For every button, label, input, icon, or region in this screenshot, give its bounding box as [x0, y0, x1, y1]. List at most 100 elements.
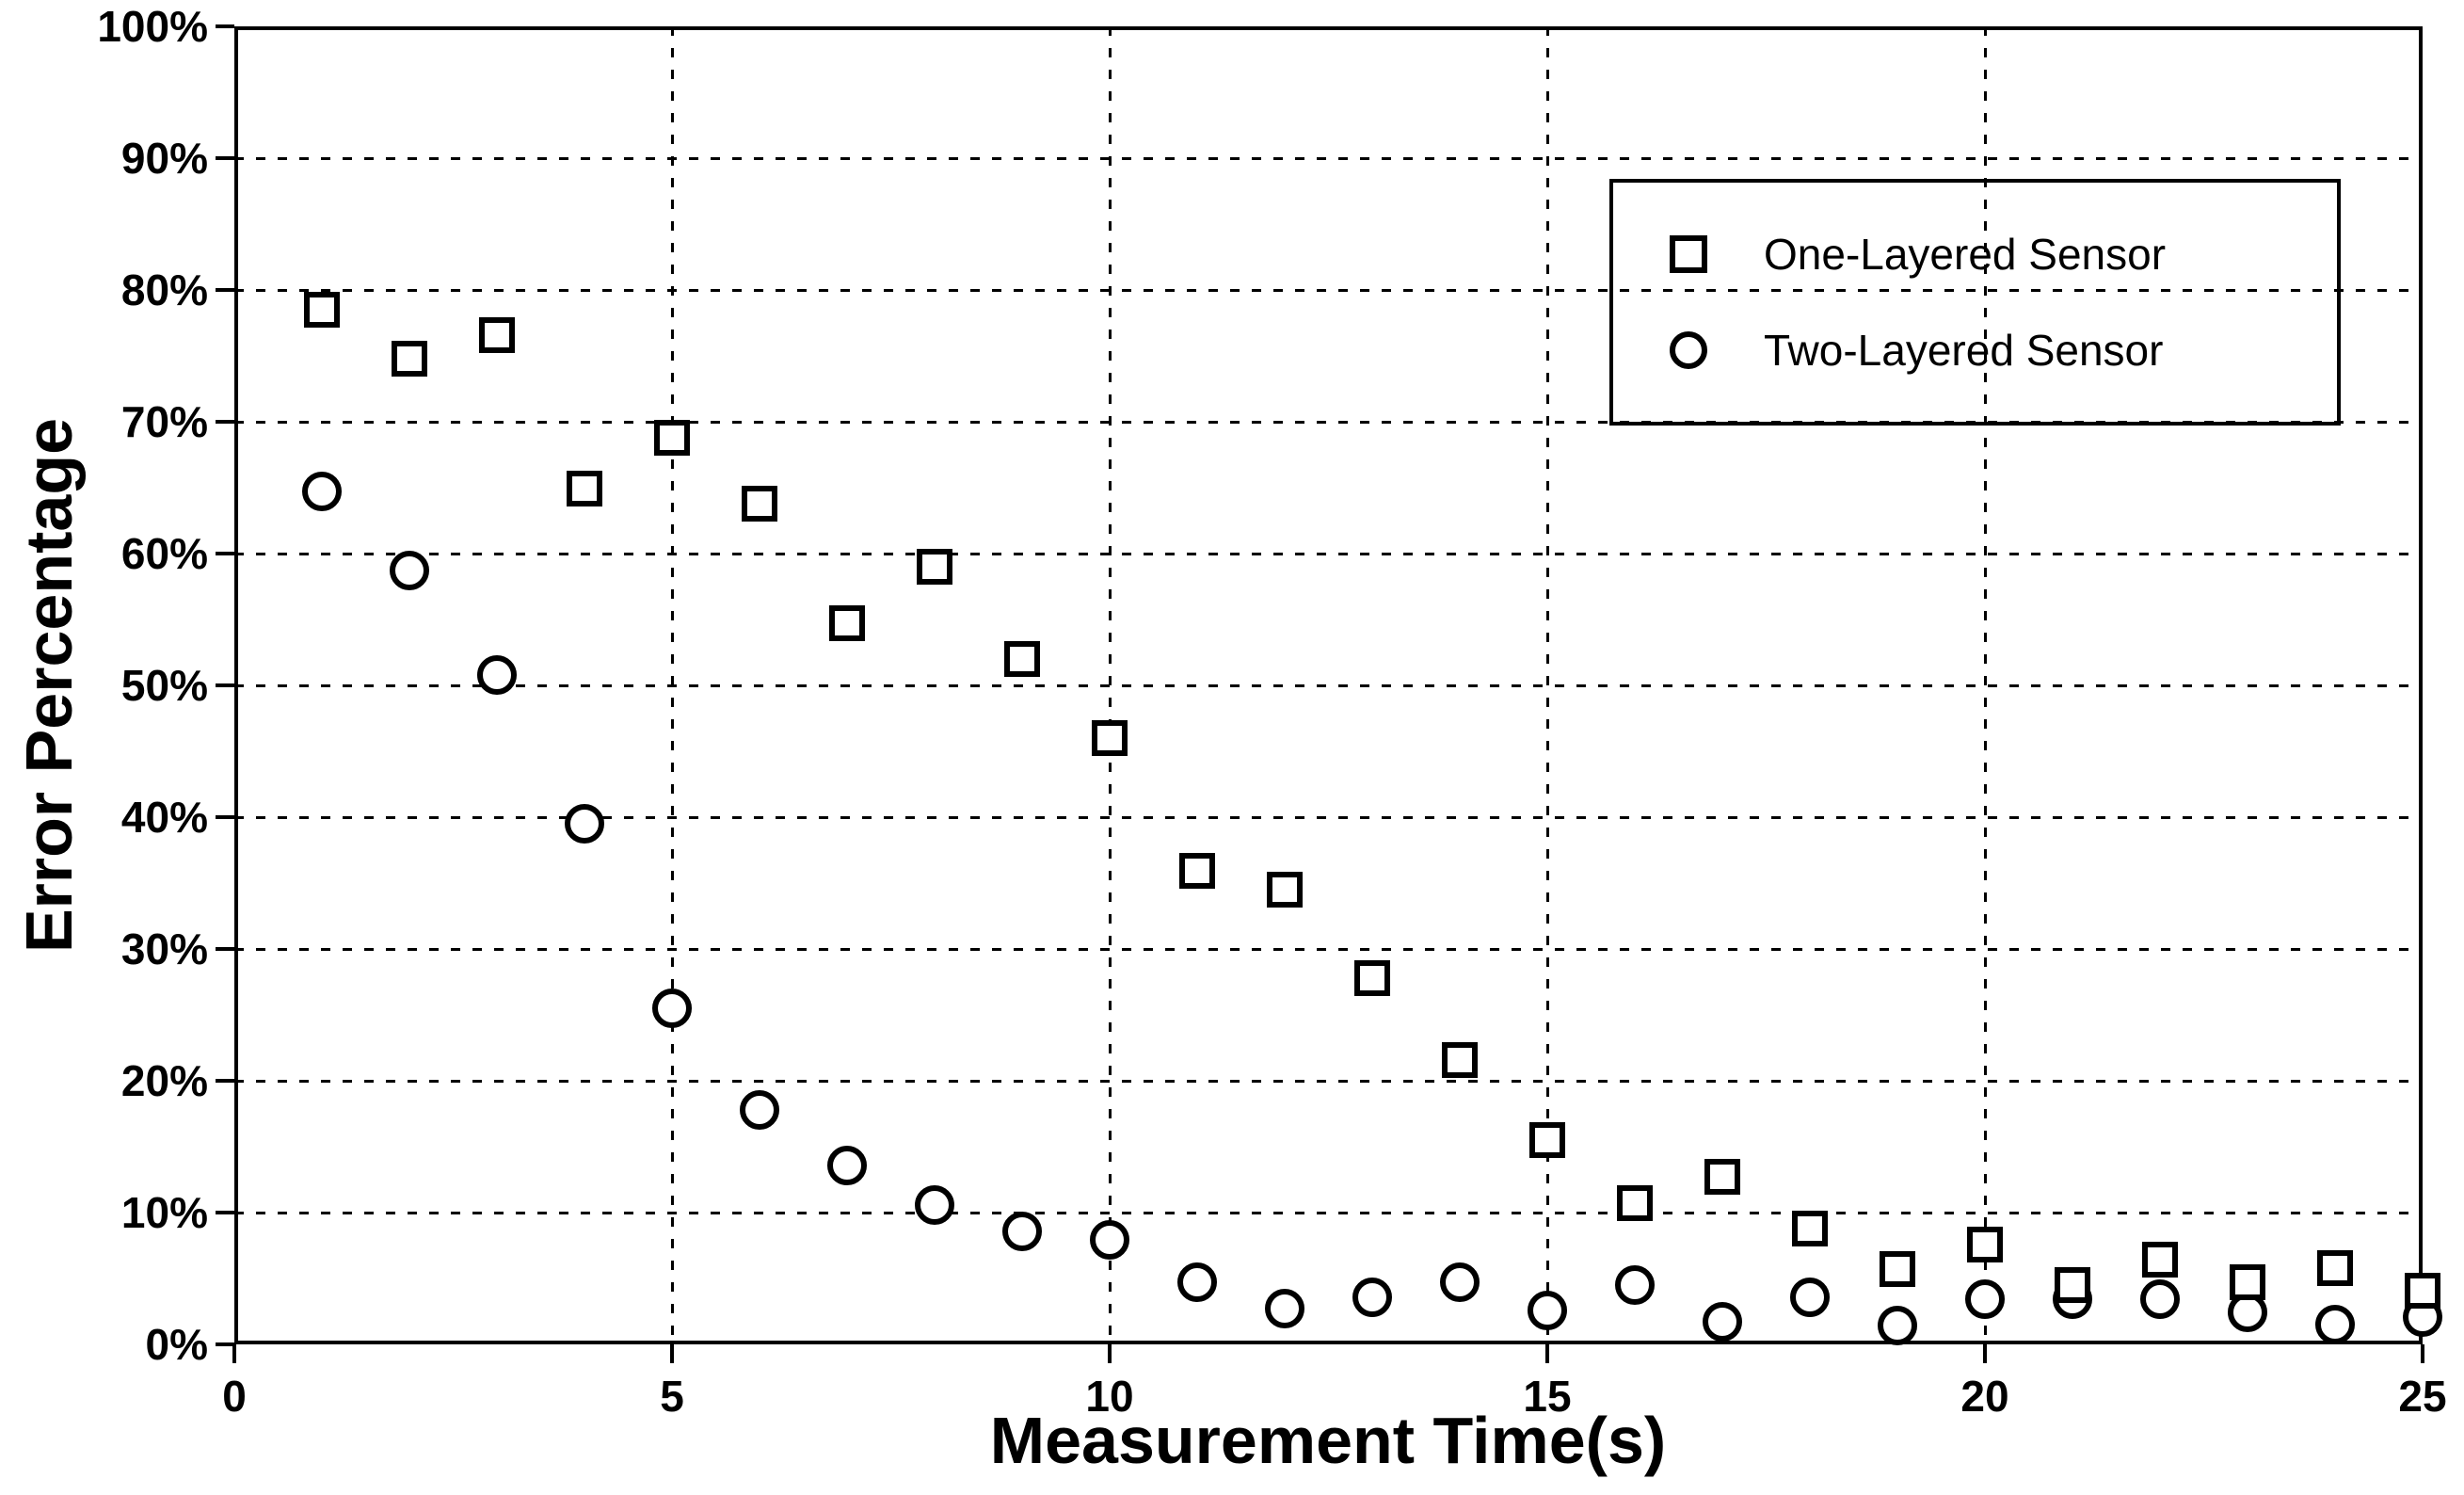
- data-point-two-layered-sensor-x5: [652, 989, 692, 1028]
- y-axis-label: Error Percentage: [12, 417, 86, 954]
- y-tick-label-40: 40%: [120, 793, 208, 842]
- x-tick-label-5: 5: [660, 1372, 684, 1421]
- gridline-horizontal-50: [234, 683, 2423, 687]
- x-tick-label-25: 25: [2398, 1372, 2447, 1421]
- data-point-two-layered-sensor-x8: [915, 1184, 954, 1225]
- data-point-two-layered-sensor-x22: [2140, 1279, 2180, 1320]
- x-tick-20: [1983, 1344, 1987, 1363]
- data-point-one-layered-sensor-x1: [304, 292, 340, 328]
- data-point-two-layered-sensor-x2: [390, 551, 429, 591]
- legend-label-two-layered: Two-Layered Sensor: [1764, 326, 2164, 376]
- gridline-horizontal-70: [234, 420, 2423, 424]
- gridline-horizontal-60: [234, 552, 2423, 555]
- x-tick-15: [1545, 1344, 1549, 1363]
- y-tick-40: [216, 815, 234, 819]
- data-point-one-layered-sensor-x6: [742, 485, 777, 522]
- data-point-two-layered-sensor-x17: [1703, 1302, 1742, 1342]
- data-point-one-layered-sensor-x19: [1880, 1251, 1915, 1288]
- y-tick-30: [216, 947, 234, 951]
- data-point-one-layered-sensor-x11: [1179, 853, 1215, 890]
- legend-row-one-layered: One-Layered Sensor: [1613, 229, 2337, 280]
- data-point-two-layered-sensor-x18: [1790, 1277, 1830, 1317]
- x-tick-label-0: 0: [222, 1372, 247, 1421]
- x-tick-10: [1108, 1344, 1112, 1363]
- legend-row-two-layered: Two-Layered Sensor: [1613, 325, 2337, 376]
- y-tick-label-50: 50%: [120, 661, 208, 710]
- gridline-horizontal-20: [234, 1079, 2423, 1083]
- y-tick-100: [216, 24, 234, 28]
- data-point-one-layered-sensor-x13: [1354, 959, 1390, 996]
- data-point-one-layered-sensor-x8: [917, 549, 952, 585]
- data-point-two-layered-sensor-x24: [2315, 1305, 2355, 1344]
- data-point-one-layered-sensor-x25: [2405, 1272, 2440, 1309]
- legend: One-Layered Sensor Two-Layered Sensor: [1609, 179, 2341, 426]
- y-tick-20: [216, 1079, 234, 1083]
- data-point-one-layered-sensor-x2: [392, 340, 427, 377]
- data-point-two-layered-sensor-x13: [1352, 1277, 1392, 1317]
- data-point-one-layered-sensor-x18: [1792, 1210, 1828, 1246]
- data-point-one-layered-sensor-x14: [1442, 1041, 1478, 1078]
- data-point-two-layered-sensor-x12: [1265, 1289, 1304, 1329]
- data-point-one-layered-sensor-x5: [654, 419, 690, 456]
- data-point-one-layered-sensor-x20: [1967, 1226, 2003, 1262]
- data-point-one-layered-sensor-x22: [2142, 1242, 2178, 1278]
- y-tick-80: [216, 288, 234, 292]
- data-point-one-layered-sensor-x3: [479, 316, 515, 353]
- x-tick-0: [232, 1344, 236, 1363]
- data-point-one-layered-sensor-x10: [1092, 720, 1128, 756]
- data-point-one-layered-sensor-x24: [2317, 1249, 2353, 1286]
- data-point-two-layered-sensor-x15: [1528, 1290, 1567, 1330]
- gridline-horizontal-90: [234, 156, 2423, 160]
- data-point-two-layered-sensor-x11: [1177, 1262, 1217, 1303]
- y-tick-90: [216, 156, 234, 160]
- data-point-two-layered-sensor-x19: [1878, 1306, 1917, 1346]
- data-point-one-layered-sensor-x16: [1617, 1185, 1653, 1222]
- data-point-one-layered-sensor-x23: [2230, 1264, 2265, 1301]
- y-tick-label-90: 90%: [120, 134, 208, 183]
- gridline-vertical-5: [670, 26, 674, 1344]
- data-point-two-layered-sensor-x3: [477, 654, 517, 695]
- x-tick-25: [2421, 1344, 2424, 1363]
- data-point-two-layered-sensor-x10: [1090, 1220, 1129, 1261]
- y-tick-50: [216, 683, 234, 687]
- gridline-horizontal-80: [234, 288, 2423, 292]
- circle-marker-icon: [1670, 331, 1707, 370]
- x-axis-label: Measurement Time(s): [989, 1404, 1667, 1477]
- legend-label-one-layered: One-Layered Sensor: [1764, 229, 2167, 279]
- legend-marker-cell: [1613, 331, 1764, 370]
- y-tick-label-60: 60%: [120, 529, 208, 578]
- data-point-two-layered-sensor-x14: [1440, 1262, 1480, 1303]
- y-tick-label-10: 10%: [120, 1188, 208, 1237]
- data-point-two-layered-sensor-x6: [740, 1089, 779, 1130]
- data-point-one-layered-sensor-x9: [1004, 641, 1040, 677]
- legend-marker-cell: [1613, 234, 1764, 273]
- data-point-two-layered-sensor-x7: [827, 1145, 867, 1185]
- data-point-one-layered-sensor-x4: [567, 471, 602, 507]
- x-tick-label-20: 20: [1960, 1372, 2009, 1421]
- data-point-one-layered-sensor-x15: [1529, 1122, 1565, 1158]
- data-point-two-layered-sensor-x20: [1965, 1279, 2005, 1320]
- data-point-one-layered-sensor-x21: [2055, 1267, 2090, 1303]
- y-tick-60: [216, 552, 234, 555]
- x-tick-label-10: 10: [1085, 1372, 1134, 1421]
- data-point-one-layered-sensor-x12: [1267, 872, 1303, 908]
- data-point-one-layered-sensor-x7: [829, 605, 865, 642]
- square-marker-icon: [1670, 234, 1707, 273]
- y-tick-label-70: 70%: [120, 397, 208, 446]
- data-point-two-layered-sensor-x1: [302, 472, 342, 512]
- gridline-horizontal-40: [234, 815, 2423, 819]
- x-tick-5: [670, 1344, 674, 1363]
- gridline-vertical-20: [1983, 26, 1987, 1344]
- gridline-vertical-10: [1108, 26, 1112, 1344]
- y-tick-label-80: 80%: [120, 265, 208, 314]
- data-point-two-layered-sensor-x16: [1615, 1265, 1655, 1305]
- x-tick-label-15: 15: [1523, 1372, 1572, 1421]
- y-tick-label-100: 100%: [97, 2, 208, 51]
- y-tick-70: [216, 420, 234, 424]
- data-point-two-layered-sensor-x9: [1002, 1211, 1042, 1251]
- gridline-horizontal-10: [234, 1211, 2423, 1214]
- gridline-horizontal-30: [234, 947, 2423, 951]
- y-tick-label-0: 0%: [145, 1320, 208, 1369]
- y-tick-0: [216, 1342, 234, 1346]
